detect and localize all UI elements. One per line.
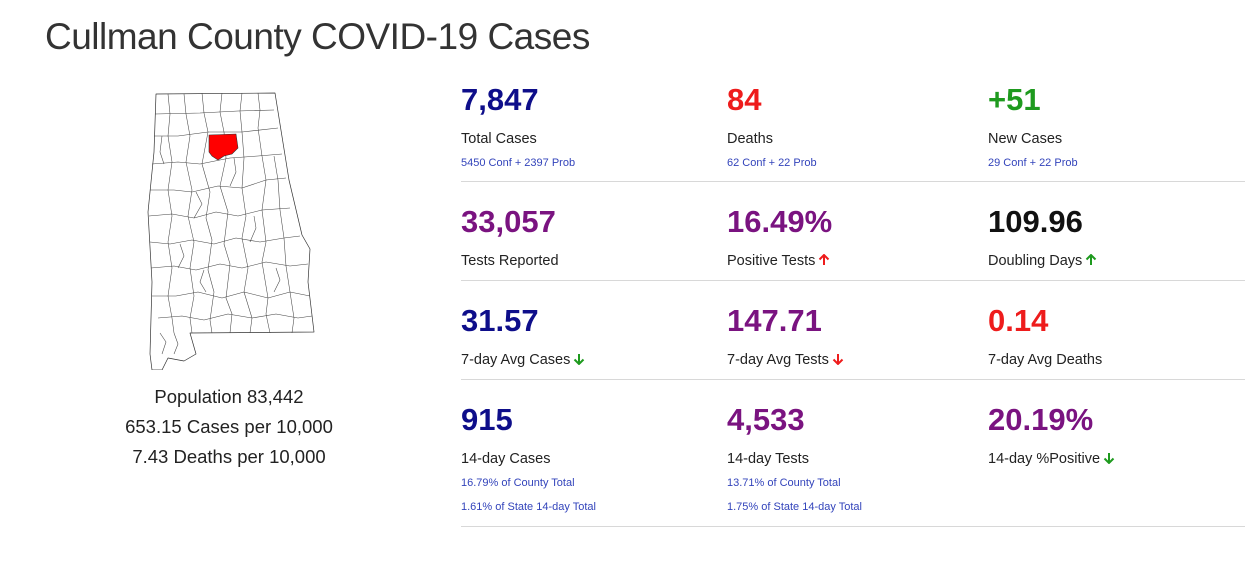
stats-row-totals: 7,847 Total Cases 5450 Conf + 2397 Prob … (461, 78, 1245, 182)
stat-subtext-state: 1.75% of State 14-day Total (727, 501, 862, 513)
arrow-down-icon (832, 354, 844, 365)
deaths-per-10000: 7.43 Deaths per 10,000 (132, 446, 326, 467)
stat-7day-avg-deaths: 0.14 7-day Avg Deaths (988, 281, 1102, 369)
stat-deaths: 84 Deaths 62 Conf + 22 Prob (727, 78, 817, 170)
stat-positive-tests: 16.49% Positive Tests (727, 182, 832, 270)
stat-subtext: 29 Conf + 22 Prob (988, 157, 1078, 169)
arrow-down-icon (1103, 453, 1115, 464)
stat-label-with-trend: 7-day Avg Cases (461, 351, 585, 369)
stat-new-cases: +51 New Cases 29 Conf + 22 Prob (988, 78, 1078, 170)
stat-label-with-trend: Doubling Days (988, 252, 1097, 270)
stat-value: 7,847 (461, 82, 539, 117)
stat-label: 7-day Avg Cases (461, 352, 571, 368)
population-stats: Population 83,442 653.15 Cases per 10,00… (108, 382, 350, 472)
stat-value: 20.19% (988, 402, 1094, 437)
stat-value: 16.49% (727, 204, 833, 239)
stat-tests-reported: 33,057 Tests Reported (461, 182, 559, 270)
stats-grid: 7,847 Total Cases 5450 Conf + 2397 Prob … (461, 78, 1245, 527)
stat-label: New Cases (988, 131, 1063, 147)
stat-subtext: 5450 Conf + 2397 Prob (461, 157, 576, 169)
alabama-county-map (147, 92, 315, 370)
stat-value: +51 (988, 82, 1041, 117)
state-map (138, 92, 324, 370)
stat-subtext-county: 16.79% of County Total (461, 477, 575, 489)
stat-label-with-trend: Positive Tests (727, 252, 832, 270)
stat-label: Total Cases (461, 131, 537, 147)
stat-value: 147.71 (727, 303, 822, 338)
stat-14day-positive: 20.19% 14-day %Positive (988, 380, 1115, 468)
stat-7day-avg-cases: 31.57 7-day Avg Cases (461, 281, 585, 369)
stat-subtext-county: 13.71% of County Total (727, 477, 841, 489)
stat-label: Tests Reported (461, 253, 559, 269)
stat-value: 31.57 (461, 303, 539, 338)
page-title: Cullman County COVID-19 Cases (45, 16, 590, 57)
stat-value: 33,057 (461, 204, 556, 239)
stat-value: 0.14 (988, 303, 1049, 338)
arrow-up-icon (1086, 254, 1097, 265)
stat-label-with-trend: 7-day Avg Tests (727, 351, 844, 369)
cases-per-10000: 653.15 Cases per 10,000 (125, 416, 333, 437)
stat-label: Positive Tests (727, 253, 816, 269)
stat-label: 7-day Avg Deaths (988, 352, 1103, 368)
stat-label: 14-day Tests (727, 451, 809, 467)
stat-label: 14-day %Positive (988, 451, 1101, 467)
stat-doubling-days: 109.96 Doubling Days (988, 182, 1097, 270)
stat-value: 84 (727, 82, 762, 117)
stat-label: Deaths (727, 131, 773, 147)
stat-value: 915 (461, 402, 513, 437)
arrow-down-icon (574, 354, 585, 365)
stat-7day-avg-tests: 147.71 7-day Avg Tests (727, 281, 844, 369)
stat-label-with-trend: 14-day %Positive (988, 450, 1115, 468)
stats-row-14day: 915 14-day Cases 16.79% of County Total … (461, 380, 1245, 527)
stats-row-tests: 33,057 Tests Reported 16.49% Positive Te… (461, 182, 1245, 281)
population-text: Population 83,442 (154, 386, 304, 407)
stat-14day-cases: 915 14-day Cases 16.79% of County Total … (461, 380, 596, 514)
arrow-up-icon (819, 254, 830, 265)
highlighted-county (208, 133, 239, 161)
stat-14day-tests: 4,533 14-day Tests 13.71% of County Tota… (727, 380, 862, 514)
stat-subtext-state: 1.61% of State 14-day Total (461, 501, 596, 513)
stat-total-cases: 7,847 Total Cases 5450 Conf + 2397 Prob (461, 78, 575, 170)
stats-row-7day: 31.57 7-day Avg Cases 147.71 7-day Avg T… (461, 281, 1245, 380)
stat-subtext: 62 Conf + 22 Prob (727, 157, 817, 169)
stat-label: 14-day Cases (461, 451, 551, 467)
stat-value: 4,533 (727, 402, 805, 437)
stat-label: 7-day Avg Tests (727, 352, 829, 368)
stat-label: Doubling Days (988, 253, 1083, 269)
stat-value: 109.96 (988, 204, 1083, 239)
